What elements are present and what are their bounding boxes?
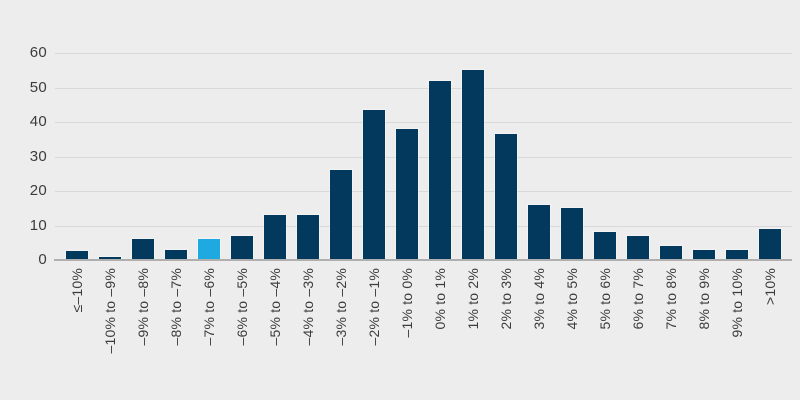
x-tick-label: 5% to 6% — [596, 268, 613, 330]
y-tick-label-60: 60 — [29, 44, 47, 61]
x-tick-label: –9% to –8% — [134, 268, 151, 346]
y-tick-label-0: 0 — [38, 251, 47, 268]
bar — [231, 235, 253, 260]
bar — [594, 232, 616, 260]
x-tick-label: 2% to 3% — [497, 268, 514, 330]
x-tick-label: 0% to 1% — [431, 268, 448, 330]
x-tick-label: –8% to –7% — [167, 268, 184, 346]
bar — [660, 246, 682, 260]
y-tick-label-30: 30 — [29, 147, 47, 165]
x-tick-label: –1% to 0% — [398, 268, 415, 338]
gridline-40 — [55, 122, 792, 123]
bar — [495, 134, 517, 260]
x-tick-label: 1% to 2% — [464, 268, 481, 330]
bar — [693, 249, 715, 261]
bar — [561, 208, 583, 261]
y-tick-label-50: 50 — [29, 78, 47, 96]
bar — [297, 215, 319, 261]
bar — [528, 204, 550, 260]
bar — [264, 215, 286, 261]
bar — [132, 239, 154, 260]
x-tick-label: –7% to –6% — [200, 268, 217, 346]
bar — [726, 249, 748, 261]
x-tick-label: 4% to 5% — [563, 268, 580, 330]
bar — [66, 251, 88, 260]
bar — [627, 235, 649, 260]
x-tick-label: 8% to 9% — [695, 268, 712, 330]
x-tick-label: >10% — [761, 268, 778, 305]
x-tick-label: 9% to 10% — [728, 268, 745, 338]
x-tick-label: –6% to –5% — [233, 268, 250, 346]
gridline-30 — [55, 156, 792, 158]
gridline-60 — [55, 53, 792, 54]
gridline-20 — [55, 191, 792, 192]
y-tick-label-20: 20 — [29, 182, 47, 199]
bar-highlighted — [198, 239, 220, 260]
x-tick-label: ≤–10% — [68, 268, 85, 313]
x-tick-label: –4% to –3% — [299, 268, 316, 346]
bar — [429, 80, 451, 260]
bar — [462, 70, 484, 261]
bar — [165, 249, 187, 261]
x-tick-label: 6% to 7% — [629, 268, 646, 330]
y-tick-label-40: 40 — [29, 113, 47, 130]
gridline-10 — [55, 225, 792, 227]
x-axis-line — [54, 259, 792, 261]
bar — [363, 109, 385, 260]
x-tick-label: 3% to 4% — [530, 268, 547, 330]
bar — [759, 228, 781, 260]
bar — [99, 256, 121, 261]
gridline-50 — [55, 87, 792, 89]
x-tick-label: –2% to –1% — [365, 268, 382, 346]
x-tick-label: –5% to –4% — [266, 268, 283, 346]
x-tick-label: –10% to –9% — [101, 268, 118, 354]
x-tick-label: –3% to –2% — [332, 268, 349, 346]
bar — [396, 128, 418, 260]
y-tick-label-10: 10 — [29, 216, 47, 234]
x-tick-label: 7% to 8% — [662, 268, 679, 330]
bar — [330, 170, 352, 260]
